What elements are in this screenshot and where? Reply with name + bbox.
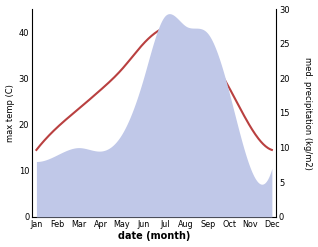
Y-axis label: med. precipitation (kg/m2): med. precipitation (kg/m2) — [303, 57, 313, 169]
Y-axis label: max temp (C): max temp (C) — [5, 84, 15, 142]
X-axis label: date (month): date (month) — [118, 231, 190, 242]
